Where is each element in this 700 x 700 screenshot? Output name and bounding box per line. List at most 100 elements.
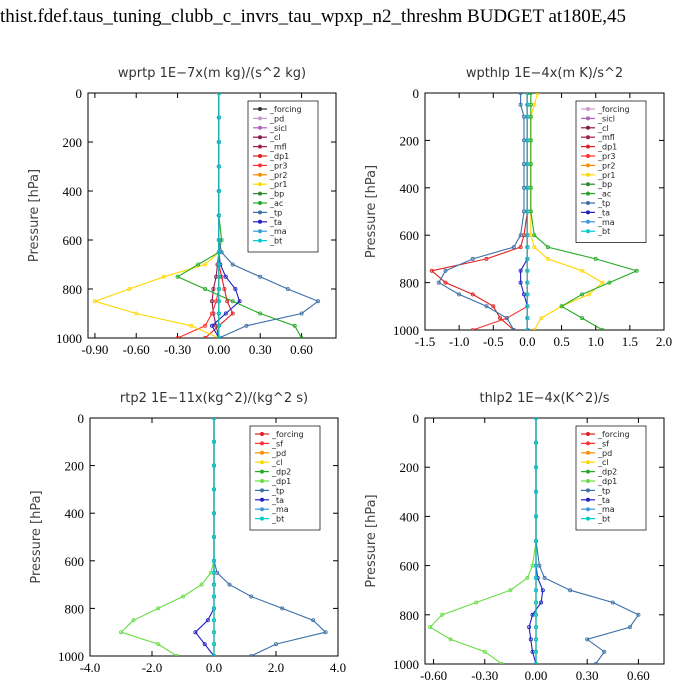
data-point [535, 93, 540, 95]
series-line-pr3 [472, 93, 528, 330]
data-point [518, 280, 523, 285]
legend-label: _cl [597, 124, 609, 133]
data-point [311, 618, 316, 623]
data-point [258, 274, 263, 279]
data-point [216, 213, 221, 218]
legend-label: _mfl [597, 133, 615, 142]
panel-title: rtp2 1E−11x(kg^2)/(kg^2 s) [120, 391, 308, 406]
data-point [216, 93, 221, 95]
legend-marker [586, 116, 590, 121]
x-tick-label: 0.00 [525, 668, 548, 683]
data-point [634, 268, 639, 273]
data-point [525, 328, 530, 330]
data-point [219, 250, 224, 255]
data-point [299, 336, 304, 338]
data-point [534, 539, 539, 544]
data-point [532, 328, 537, 330]
data-point [134, 311, 139, 316]
x-tick-label: 4.0 [330, 660, 346, 675]
legend-marker [586, 507, 590, 512]
data-point [211, 535, 216, 540]
data-point [528, 637, 533, 642]
data-point [216, 299, 221, 304]
legend-label: _pd [597, 449, 612, 458]
legend-marker [260, 488, 264, 493]
legend-marker [258, 172, 262, 177]
y-tick-label: 1000 [393, 657, 419, 672]
data-point [518, 102, 523, 107]
data-point [203, 262, 208, 267]
data-point [636, 612, 641, 617]
legend-marker [258, 201, 262, 205]
data-point [602, 649, 607, 654]
x-tick-label: -0.60 [123, 342, 150, 357]
legend-box [575, 100, 647, 243]
data-point [580, 292, 585, 297]
data-point [610, 600, 615, 605]
legend-marker [586, 144, 590, 149]
data-point [443, 280, 448, 285]
y-tick-label: 400 [400, 509, 420, 524]
data-point [227, 582, 232, 587]
legend-label: _pd [269, 114, 284, 123]
data-point [525, 316, 530, 321]
data-point [211, 570, 216, 575]
y-tick-label: 400 [65, 506, 85, 521]
x-tick-label: -1.0 [449, 334, 470, 349]
data-point [534, 588, 539, 593]
legend-marker [586, 229, 590, 234]
data-point [429, 268, 434, 273]
panel-title: wprtp 1E−7x(m kg)/(s^2 kg) [118, 66, 306, 81]
data-point [470, 292, 475, 297]
y-axis-label: Pressure [hPa] [364, 165, 379, 258]
data-point [534, 612, 539, 617]
data-point [525, 280, 530, 285]
legend-label: _dp1 [271, 477, 291, 486]
legend-label: _sicl [269, 124, 287, 133]
data-point [92, 299, 97, 304]
data-point [214, 274, 219, 279]
data-point [484, 304, 489, 309]
data-point [237, 299, 242, 304]
data-point [525, 292, 530, 297]
data-point [193, 630, 198, 635]
legend-marker [258, 219, 262, 224]
data-point [244, 323, 249, 328]
data-point [525, 209, 530, 214]
y-tick-label: 0 [78, 411, 85, 426]
data-point [542, 575, 547, 580]
data-point [180, 594, 185, 599]
y-tick-label: 200 [63, 135, 83, 150]
data-point [525, 185, 530, 190]
data-point [511, 245, 516, 250]
data-point [299, 311, 304, 316]
panel-2: wpthlp 1E−4x(m K)/s^2 Pressure [hPa] 0 200 4… [364, 66, 672, 349]
data-point [532, 233, 537, 238]
data-point [131, 618, 136, 623]
legend-marker [260, 479, 264, 483]
y-tick-label: 800 [63, 282, 83, 297]
data-point [532, 245, 537, 250]
y-tick-label: 200 [65, 459, 85, 474]
x-tick-label: -0.90 [81, 342, 108, 357]
legend-label: _ac [597, 190, 611, 199]
legend-marker [260, 450, 264, 455]
data-point [119, 630, 124, 635]
data-point [559, 304, 564, 309]
data-point [600, 328, 605, 330]
data-point [216, 311, 221, 316]
legend-label: _forcing [597, 430, 630, 439]
legend-label: _tp [597, 486, 610, 495]
data-point [534, 649, 539, 654]
legend-label: _forcing [269, 105, 302, 114]
x-tick-label: 0.30 [576, 668, 599, 683]
legend-label: _pr3 [597, 152, 615, 161]
data-point [534, 440, 539, 445]
y-tick-label: 800 [400, 608, 420, 623]
plot-frame [424, 92, 665, 331]
legend: _forcing_sicl_cl_mfl_dp1_pr3_pr2_pr1_bp_… [575, 100, 647, 243]
y-axis-label: Pressure [hPa] [29, 490, 44, 583]
data-point [470, 256, 475, 261]
legend-label: _ta [269, 218, 282, 227]
data-point [491, 304, 496, 309]
